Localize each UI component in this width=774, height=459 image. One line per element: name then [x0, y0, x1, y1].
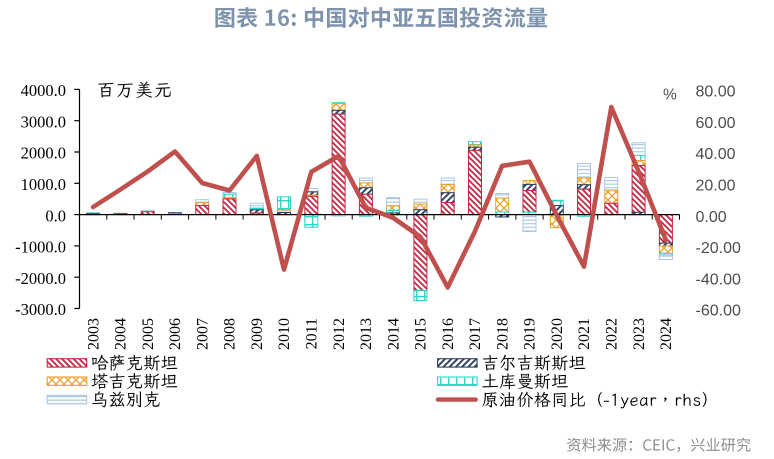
- svg-text:2023: 2023: [631, 318, 648, 350]
- svg-text:-3000.0: -3000.0: [15, 300, 66, 319]
- svg-text:1000.0: 1000.0: [21, 175, 66, 194]
- svg-text:-60.00: -60.00: [696, 303, 741, 320]
- svg-text:80.00: 80.00: [696, 84, 736, 101]
- svg-text:2000.0: 2000.0: [21, 144, 66, 163]
- svg-text:-2000.0: -2000.0: [15, 269, 66, 288]
- svg-text:2007: 2007: [194, 318, 211, 350]
- svg-text:2013: 2013: [358, 318, 375, 350]
- svg-text:0.0: 0.0: [45, 206, 66, 225]
- svg-text:2015: 2015: [413, 318, 430, 350]
- svg-text:2010: 2010: [276, 318, 293, 350]
- svg-text:2008: 2008: [222, 318, 239, 350]
- svg-text:60.00: 60.00: [696, 115, 736, 132]
- svg-text:0.00: 0.00: [696, 209, 727, 226]
- svg-text:2012: 2012: [331, 318, 348, 350]
- svg-text:2006: 2006: [167, 318, 184, 350]
- svg-text:-40.00: -40.00: [696, 271, 741, 288]
- svg-text:2004: 2004: [113, 318, 130, 350]
- svg-text:3000.0: 3000.0: [21, 112, 66, 131]
- svg-text:2016: 2016: [440, 318, 457, 350]
- svg-text:4000.0: 4000.0: [21, 81, 66, 100]
- svg-text:2019: 2019: [522, 318, 539, 350]
- svg-text:2022: 2022: [604, 318, 621, 350]
- svg-text:2011: 2011: [304, 318, 321, 349]
- svg-text:40.00: 40.00: [696, 146, 736, 163]
- svg-text:2017: 2017: [467, 318, 484, 350]
- svg-text:-20.00: -20.00: [696, 240, 741, 257]
- svg-text:2018: 2018: [494, 318, 511, 350]
- svg-text:2005: 2005: [140, 318, 157, 350]
- svg-text:2014: 2014: [385, 318, 402, 350]
- svg-text:20.00: 20.00: [696, 178, 736, 195]
- svg-text:2009: 2009: [249, 318, 266, 350]
- svg-text:2003: 2003: [85, 318, 102, 350]
- svg-text:2024: 2024: [658, 318, 675, 350]
- svg-text:-1000.0: -1000.0: [15, 238, 66, 257]
- svg-text:2020: 2020: [549, 318, 566, 350]
- svg-text:%: %: [663, 87, 677, 104]
- svg-text:2021: 2021: [576, 318, 593, 350]
